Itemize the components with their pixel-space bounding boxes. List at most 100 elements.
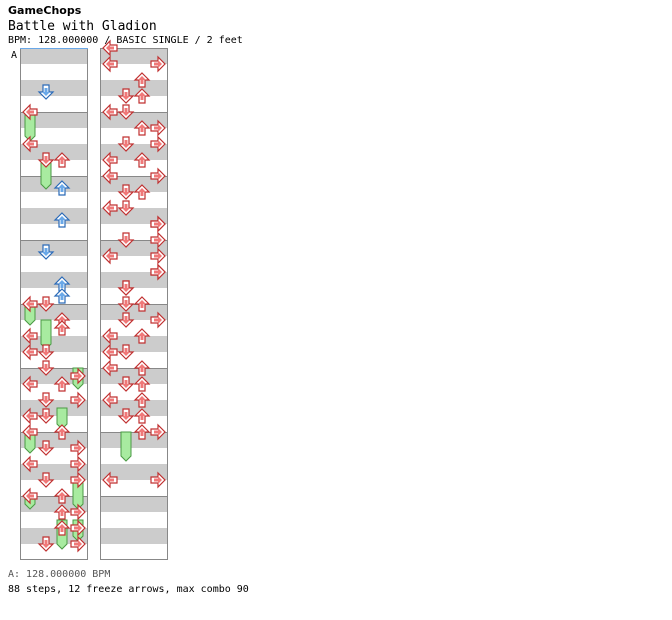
beat-stripe xyxy=(100,528,168,544)
step-arrow-fill xyxy=(58,184,66,192)
beat-stripe xyxy=(20,176,88,192)
step-arrow-fill xyxy=(58,292,66,300)
beat-stripe xyxy=(100,336,168,352)
step-arrow-fill xyxy=(122,300,130,308)
step-arrow-fill xyxy=(74,524,82,532)
step-arrow-fill xyxy=(154,252,162,260)
step-arrow-fill xyxy=(138,332,146,340)
step-arrow-fill xyxy=(154,140,162,148)
step-arrow-fill xyxy=(74,372,82,380)
step-arrow-fill xyxy=(106,364,114,372)
step-arrow-fill xyxy=(138,156,146,164)
beat-stripe xyxy=(20,432,88,448)
beat-stripe xyxy=(20,272,88,288)
beat-stripe xyxy=(20,48,88,64)
step-arrow-fill xyxy=(154,124,162,132)
beat-stripe xyxy=(20,496,88,512)
beat-stripe xyxy=(20,144,88,160)
step-arrow-fill xyxy=(106,252,114,260)
step-arrow-fill xyxy=(26,412,34,420)
step-arrow-fill xyxy=(154,60,162,68)
step-arrow-fill xyxy=(138,364,146,372)
step-arrow-fill xyxy=(58,524,66,532)
beat-stripe xyxy=(100,80,168,96)
step-arrow-fill xyxy=(154,268,162,276)
chart-meta: BPM: 128.000000 / BASIC SINGLE / 2 feet xyxy=(8,35,243,46)
step-arrow-fill xyxy=(122,412,130,420)
step-arrow-fill xyxy=(138,188,146,196)
step-arrow-fill xyxy=(138,92,146,100)
step-arrow-fill xyxy=(138,124,146,132)
song-title: Battle with Gladion xyxy=(8,19,157,34)
step-arrow-fill xyxy=(74,540,82,548)
step-arrow-fill xyxy=(42,248,50,256)
step-arrow-fill xyxy=(74,476,82,484)
step-arrow-fill xyxy=(26,332,34,340)
step-arrow-fill xyxy=(138,428,146,436)
beat-stripe xyxy=(20,400,88,416)
beat-stripe xyxy=(20,80,88,96)
step-arrow-fill xyxy=(58,492,66,500)
beat-stripe xyxy=(20,208,88,224)
step-arrow-fill xyxy=(122,108,130,116)
step-arrow-fill xyxy=(122,188,130,196)
step-arrow-fill xyxy=(154,316,162,324)
step-arrow-fill xyxy=(106,156,114,164)
step-arrow-fill xyxy=(42,364,50,372)
beat-stripe xyxy=(100,400,168,416)
beat-stripe xyxy=(20,336,88,352)
step-arrow-fill xyxy=(138,300,146,308)
step-arrow-fill xyxy=(42,412,50,420)
step-arrow-fill xyxy=(26,300,34,308)
step-arrow-fill xyxy=(58,380,66,388)
step-arrow-fill xyxy=(26,460,34,468)
beat-stripe xyxy=(100,144,168,160)
step-arrow-fill xyxy=(58,316,66,324)
step-arrow-fill xyxy=(122,348,130,356)
step-arrow-fill xyxy=(106,204,114,212)
beat-stripe xyxy=(100,272,168,288)
beat-stripe xyxy=(100,368,168,384)
beat-stripe xyxy=(20,368,88,384)
step-arrow-fill xyxy=(26,140,34,148)
step-arrow-fill xyxy=(74,396,82,404)
beat-stripe xyxy=(100,432,168,448)
step-arrow-fill xyxy=(106,348,114,356)
step-arrow-fill xyxy=(42,396,50,404)
step-arrow-fill xyxy=(42,300,50,308)
freeze-arrow-up xyxy=(56,407,68,430)
step-arrow-fill xyxy=(154,236,162,244)
step-arrow-fill xyxy=(122,316,130,324)
step-arrow-fill xyxy=(58,428,66,436)
step-arrow-fill xyxy=(106,476,114,484)
step-arrow-fill xyxy=(26,428,34,436)
column-border xyxy=(100,48,168,560)
step-arrow-fill xyxy=(58,324,66,332)
step-arrow-fill xyxy=(26,380,34,388)
step-arrow-fill xyxy=(42,476,50,484)
step-arrow-fill xyxy=(154,476,162,484)
beat-stripe xyxy=(100,496,168,512)
step-arrow-fill xyxy=(154,172,162,180)
beat-stripe xyxy=(100,208,168,224)
step-arrow-fill xyxy=(106,332,114,340)
step-arrow-fill xyxy=(42,540,50,548)
step-arrow-fill xyxy=(138,380,146,388)
step-arrow-fill xyxy=(58,156,66,164)
step-arrow-fill xyxy=(58,508,66,516)
step-arrow-fill xyxy=(122,92,130,100)
beat-stripe xyxy=(100,240,168,256)
step-arrow-fill xyxy=(154,428,162,436)
step-arrow-fill xyxy=(26,492,34,500)
step-arrow-fill xyxy=(58,280,66,288)
step-arrow-fill xyxy=(26,108,34,116)
step-arrow-fill xyxy=(58,216,66,224)
beat-stripe xyxy=(20,240,88,256)
step-arrow-fill xyxy=(42,444,50,452)
step-arrow-fill xyxy=(74,444,82,452)
step-arrow-fill xyxy=(122,284,130,292)
beat-stripe xyxy=(100,112,168,128)
step-arrow-fill xyxy=(106,108,114,116)
step-arrow-fill xyxy=(122,236,130,244)
